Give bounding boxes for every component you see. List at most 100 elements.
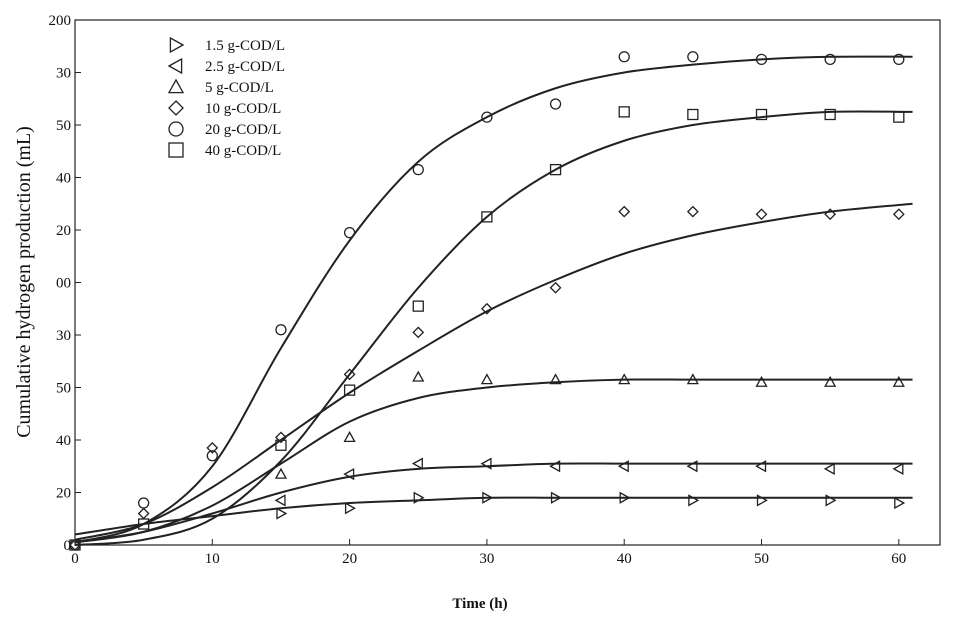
data-point [755,460,767,473]
x-tick-label: 20 [342,551,357,567]
data-point [824,375,837,387]
data-point [893,53,905,66]
data-point [275,439,287,451]
data-point [687,108,699,121]
data-point [412,326,425,339]
data-point [755,208,768,221]
data-point [824,208,837,221]
data-point [344,502,356,515]
data-point [755,108,768,121]
y-tick-label: 20 [56,223,71,239]
data-point [343,468,355,481]
x-tick-label: 0 [71,551,79,567]
data-point [824,53,836,66]
data-point [481,211,493,223]
fit-curve [74,462,913,544]
data-point [343,368,356,381]
legend-label: 5 g-COD/L [205,80,274,96]
data-point [137,507,150,520]
x-tick-label: 50 [754,551,769,567]
data-point [549,373,562,385]
data-point [206,441,219,454]
data-point [687,51,699,63]
data-point [480,373,494,385]
data-point [619,491,631,504]
legend-label: 10 g-COD/L [205,101,281,117]
fit-curve [74,378,913,544]
data-point [276,507,288,520]
data-point [69,539,81,551]
data-point [549,281,562,294]
data-point [686,373,699,385]
data-point [138,518,150,530]
legend-label: 2.5 g-COD/L [205,59,285,75]
y-tick-label: 0 [64,538,72,554]
x-tick-label: 40 [617,551,632,567]
legend-label: 20 g-COD/L [205,122,281,138]
data-point [481,111,493,123]
data-point [206,450,218,462]
data-point [343,431,356,443]
fit-curve [74,202,913,541]
data-point [618,373,631,385]
data-point [824,108,836,121]
y-tick-label: 50 [56,381,71,397]
data-point [549,460,561,473]
legend-marker [168,100,184,116]
data-point [618,51,630,63]
y-tick-label: 40 [56,433,71,449]
x-axis-label: Time (h) [452,596,507,612]
y-tick-label: 40 [56,171,71,187]
x-tick-label: 10 [205,551,220,567]
data-point [892,208,905,221]
data-point [274,467,288,479]
data-point [617,460,629,473]
data-point [892,462,904,475]
y-tick-label: 20 [56,486,71,502]
data-point [343,384,356,396]
data-point [480,457,492,470]
data-point [549,163,562,176]
legend-label: 40 g-COD/L [205,143,281,159]
data-point [412,370,425,382]
data-point [550,491,562,504]
y-tick-label: 30 [56,66,71,82]
y-tick-label: 50 [56,118,71,134]
y-tick-label: 200 [49,13,72,29]
data-point [412,163,424,176]
data-point [686,205,699,218]
legend-marker [167,78,185,94]
fit-curve [74,110,913,546]
data-point [618,106,630,118]
data-point [413,491,425,504]
legend-marker [168,121,184,137]
data-point [275,431,287,444]
x-tick-label: 60 [891,551,906,567]
legend-marker [168,142,184,158]
data-point [755,53,768,66]
data-point [482,491,494,504]
data-point [618,205,631,218]
data-point [893,111,905,123]
data-point [343,226,356,239]
y-axis-label: Cumulative hydrogen production (mL) [13,126,35,438]
fit-curve [74,55,913,544]
data-point [549,98,562,110]
data-point [274,494,286,507]
data-point [412,300,424,312]
y-tick-label: 30 [56,328,71,344]
y-tick-label: 00 [56,276,71,292]
data-point [275,324,287,336]
data-point [755,375,768,387]
data-point [138,497,150,509]
legend-label: 1.5 g-COD/L [205,38,285,54]
data-point [894,496,906,510]
data-point [825,494,837,507]
data-point [411,457,423,470]
data-point [756,494,768,507]
data-point [688,494,700,507]
x-tick-label: 30 [479,551,494,567]
legend-marker [167,57,183,75]
legend-marker [169,36,185,54]
